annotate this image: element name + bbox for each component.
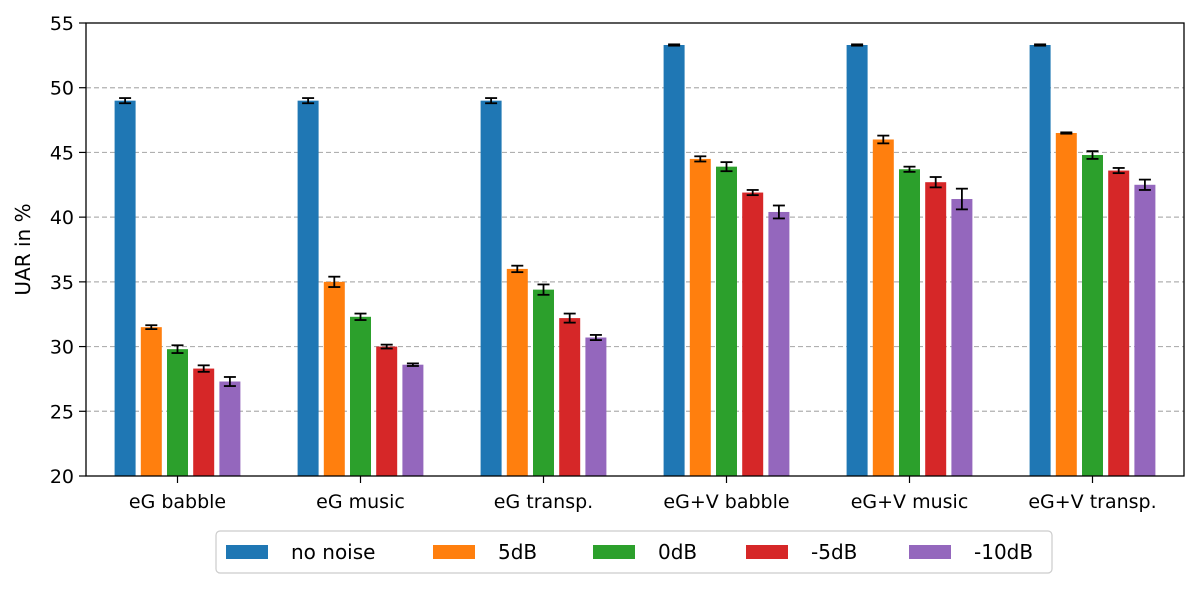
legend-swatch (593, 545, 635, 559)
x-tick-label: eG+V transp. (1028, 491, 1156, 513)
bar (742, 192, 764, 476)
bar (376, 346, 398, 476)
grid-lines (86, 87, 1184, 412)
legend-label: 5dB (498, 540, 537, 564)
bar (114, 100, 136, 477)
plot-frame (85, 22, 1185, 477)
y-tick-label: 35 (50, 272, 74, 294)
x-tick-label: eG+V babble (663, 491, 789, 513)
bar (663, 45, 685, 476)
x-tick-label: eG music (316, 491, 405, 513)
bar (899, 169, 920, 477)
axes (79, 22, 1185, 483)
bar (585, 337, 607, 476)
bar (140, 327, 162, 476)
y-tick-label: 45 (50, 142, 74, 164)
bar (323, 281, 345, 476)
legend-swatch (226, 545, 268, 559)
y-tick-label: 30 (50, 337, 74, 359)
y-tick-label: 20 (50, 466, 74, 488)
x-tick-label: eG transp. (494, 491, 593, 513)
bar (350, 316, 371, 476)
bar (1134, 184, 1156, 477)
legend-swatch (433, 545, 475, 559)
bar (1108, 170, 1130, 476)
y-tick-label: 25 (50, 401, 74, 423)
bar (506, 268, 528, 476)
bar (846, 45, 868, 476)
bar (925, 182, 947, 476)
y-tick-label: 50 (50, 78, 74, 100)
legend-label: -10dB (974, 540, 1033, 564)
error-bars (119, 43, 1151, 387)
bar (480, 100, 502, 477)
bar (167, 349, 188, 476)
bar (559, 318, 581, 476)
bar (297, 100, 319, 477)
bar (1055, 133, 1077, 476)
bar (402, 364, 424, 476)
bar (872, 139, 894, 476)
x-tick-label: eG babble (129, 491, 226, 513)
legend-swatch (746, 545, 788, 559)
bar (1082, 155, 1103, 476)
bar (716, 166, 737, 476)
bars (114, 45, 1156, 477)
legend: no noise 5dB 0dB -5dB -10dB (215, 530, 1053, 574)
y-axis-label: UAR in % (11, 203, 35, 295)
bar (533, 289, 554, 476)
legend-label: -5dB (811, 540, 857, 564)
bar (768, 211, 790, 477)
bar (193, 368, 215, 476)
bar (219, 381, 241, 476)
tick-labels: 20 25 30 35 40 45 50 55 eG babble eG music eG tran… (50, 13, 1157, 513)
bar (1029, 45, 1051, 476)
bar (951, 199, 973, 476)
y-tick-label: 40 (50, 207, 74, 229)
x-tick-label: eG+V music (851, 491, 969, 513)
legend-label: 0dB (658, 540, 697, 564)
bar (689, 158, 711, 476)
y-tick-label: 55 (50, 13, 74, 35)
legend-swatch (909, 545, 951, 559)
legend-label: no noise (291, 540, 375, 564)
